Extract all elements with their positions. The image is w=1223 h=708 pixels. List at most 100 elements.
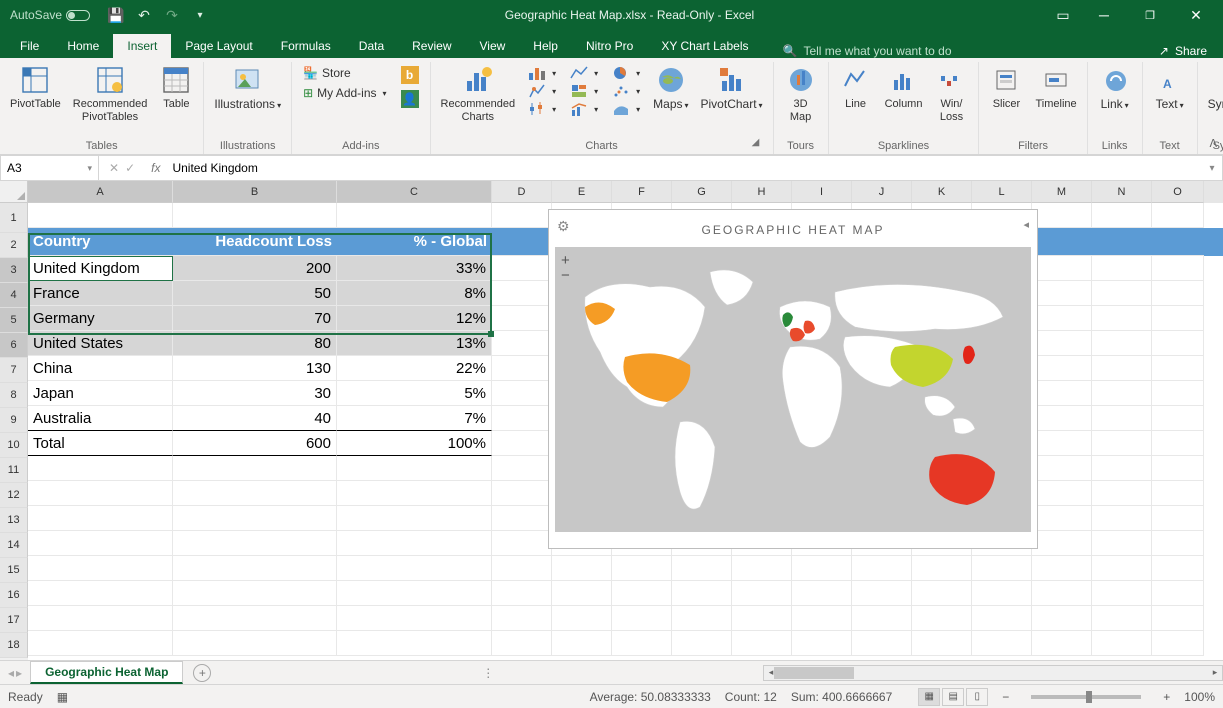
- bing-addin-button[interactable]: b: [398, 64, 422, 86]
- cell[interactable]: [1152, 481, 1204, 506]
- chart-surf-icon[interactable]: ▾: [609, 100, 643, 118]
- tab-split-icon[interactable]: ⋮: [482, 666, 492, 680]
- cell[interactable]: [173, 203, 337, 228]
- cell[interactable]: Japan: [28, 381, 173, 406]
- cell[interactable]: [492, 506, 552, 531]
- cell[interactable]: [492, 356, 552, 381]
- cell[interactable]: [1152, 581, 1204, 606]
- cell[interactable]: [1092, 406, 1152, 431]
- cell[interactable]: [1152, 356, 1204, 381]
- cell[interactable]: [1152, 228, 1204, 256]
- cell[interactable]: 100%: [337, 431, 492, 456]
- collapse-ribbon-icon[interactable]: ᐱ: [1209, 137, 1217, 150]
- redo-icon[interactable]: ↷: [158, 1, 186, 29]
- col-header-M[interactable]: M: [1032, 181, 1092, 203]
- ribbon-options-icon[interactable]: ▭: [1045, 0, 1081, 30]
- cell[interactable]: [1032, 228, 1092, 256]
- cell[interactable]: [1032, 256, 1092, 281]
- cell[interactable]: [1152, 203, 1204, 228]
- cell[interactable]: [1032, 481, 1092, 506]
- tell-me-search[interactable]: 🔍 Tell me what you want to do: [783, 44, 952, 58]
- row-header-9[interactable]: 9: [0, 408, 28, 433]
- cell[interactable]: [612, 556, 672, 581]
- zoom-out-button[interactable]: −: [1002, 690, 1009, 704]
- tab-xychart[interactable]: XY Chart Labels: [647, 34, 762, 58]
- cell[interactable]: [492, 381, 552, 406]
- tab-help[interactable]: Help: [519, 34, 572, 58]
- col-header-D[interactable]: D: [492, 181, 552, 203]
- formula-expand-icon[interactable]: ▾: [1202, 163, 1222, 174]
- cell[interactable]: [28, 631, 173, 656]
- zoom-in-button[interactable]: +: [1163, 690, 1170, 704]
- store-button[interactable]: 🏪Store: [300, 64, 389, 82]
- recommended-charts-button[interactable]: Recommended Charts: [435, 62, 522, 125]
- cell[interactable]: 600: [173, 431, 337, 456]
- cell[interactable]: [1092, 203, 1152, 228]
- tab-formulas[interactable]: Formulas: [267, 34, 345, 58]
- people-addin-button[interactable]: 👤: [398, 88, 422, 110]
- chart-line-icon[interactable]: ▾: [567, 64, 601, 82]
- cell[interactable]: [492, 228, 552, 256]
- cell[interactable]: [173, 531, 337, 556]
- tab-data[interactable]: Data: [345, 34, 398, 58]
- cell[interactable]: [492, 581, 552, 606]
- cell[interactable]: [492, 631, 552, 656]
- tab-view[interactable]: View: [466, 34, 520, 58]
- cell[interactable]: [1152, 381, 1204, 406]
- col-header-B[interactable]: B: [173, 181, 337, 203]
- cell[interactable]: [852, 556, 912, 581]
- charts-dialog-icon[interactable]: ◢: [752, 137, 767, 152]
- cell[interactable]: [1032, 456, 1092, 481]
- timeline-button[interactable]: Timeline: [1029, 62, 1082, 113]
- cell[interactable]: [552, 631, 612, 656]
- cell[interactable]: [552, 581, 612, 606]
- cell[interactable]: [492, 331, 552, 356]
- restore-button[interactable]: ❐: [1127, 0, 1173, 30]
- cell[interactable]: [1092, 581, 1152, 606]
- cell[interactable]: 33%: [337, 256, 492, 281]
- recommended-pivot-button[interactable]: Recommended PivotTables: [67, 62, 154, 125]
- cell[interactable]: [1032, 356, 1092, 381]
- cell[interactable]: [173, 481, 337, 506]
- cell[interactable]: [552, 556, 612, 581]
- cell[interactable]: [1032, 531, 1092, 556]
- tab-insert[interactable]: Insert: [113, 34, 171, 58]
- cell[interactable]: [1152, 531, 1204, 556]
- col-header-A[interactable]: A: [28, 181, 173, 203]
- sheet-nav-prev-icon[interactable]: ▸: [16, 666, 22, 680]
- cell[interactable]: [492, 406, 552, 431]
- cell[interactable]: [1032, 331, 1092, 356]
- cell[interactable]: [672, 631, 732, 656]
- cell[interactable]: [672, 606, 732, 631]
- col-header-I[interactable]: I: [792, 181, 852, 203]
- cell[interactable]: [1092, 556, 1152, 581]
- cell[interactable]: [1092, 481, 1152, 506]
- cell[interactable]: [28, 203, 173, 228]
- cell[interactable]: [337, 531, 492, 556]
- cell[interactable]: [1152, 281, 1204, 306]
- cell[interactable]: [492, 606, 552, 631]
- cell[interactable]: [672, 556, 732, 581]
- cell[interactable]: 13%: [337, 331, 492, 356]
- chart-scatter-icon[interactable]: ▾: [609, 82, 643, 100]
- cell[interactable]: [1092, 381, 1152, 406]
- row-header-15[interactable]: 15: [0, 558, 28, 583]
- cell[interactable]: [1092, 228, 1152, 256]
- cell[interactable]: [732, 556, 792, 581]
- row-header-1[interactable]: 1: [0, 203, 28, 233]
- sparkline-line-button[interactable]: Line: [833, 62, 879, 113]
- select-all-corner[interactable]: [0, 181, 28, 203]
- cell[interactable]: 70: [173, 306, 337, 331]
- cell[interactable]: 22%: [337, 356, 492, 381]
- cell[interactable]: Headcount Loss: [173, 228, 337, 256]
- minimize-button[interactable]: ─: [1081, 0, 1127, 30]
- map-zoom-controls[interactable]: +−: [561, 253, 570, 283]
- row-header-8[interactable]: 8: [0, 383, 28, 408]
- row-header-12[interactable]: 12: [0, 483, 28, 508]
- col-header-F[interactable]: F: [612, 181, 672, 203]
- tab-page-layout[interactable]: Page Layout: [171, 34, 266, 58]
- cell[interactable]: [972, 631, 1032, 656]
- cell[interactable]: [792, 581, 852, 606]
- cell[interactable]: 130: [173, 356, 337, 381]
- macro-record-icon[interactable]: ▦: [57, 690, 68, 704]
